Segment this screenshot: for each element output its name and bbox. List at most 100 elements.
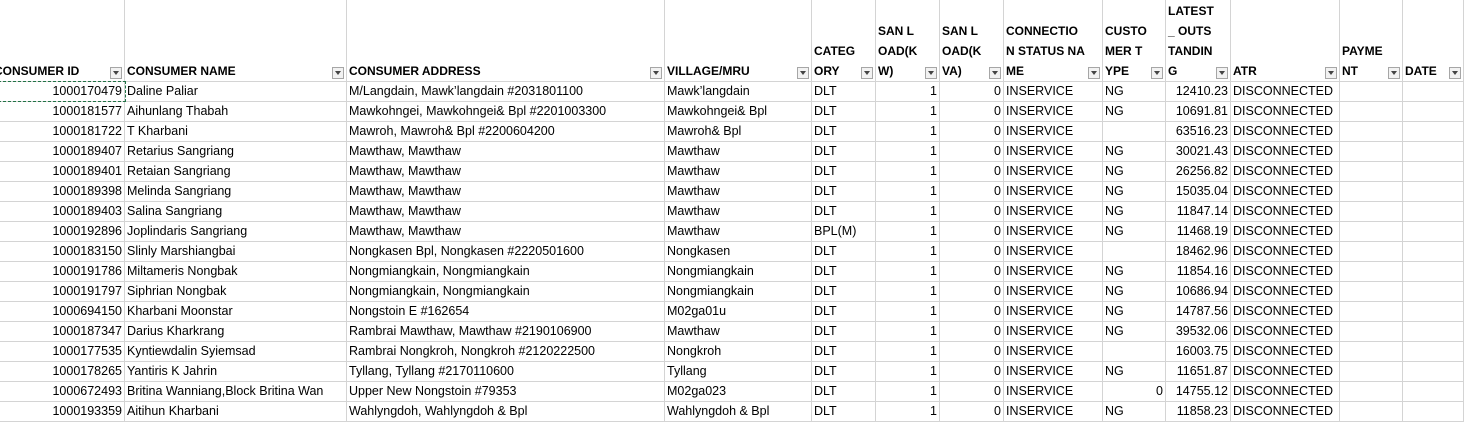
table-cell[interactable] <box>1340 182 1403 202</box>
table-cell[interactable]: DISCONNECTED <box>1231 382 1340 402</box>
table-cell[interactable]: 0 <box>940 262 1004 282</box>
table-cell[interactable]: Mawthaw, Mawthaw <box>347 222 665 242</box>
table-cell[interactable]: 1 <box>876 302 940 322</box>
table-cell[interactable]: DISCONNECTED <box>1231 202 1340 222</box>
table-cell[interactable]: Wahlyngdoh, Wahlyngdoh & Bpl <box>347 402 665 422</box>
table-cell[interactable]: Mawthaw, Mawthaw <box>347 142 665 162</box>
table-cell[interactable]: INSERVICE <box>1004 402 1103 422</box>
table-cell[interactable]: Slinly Marshiangbai <box>125 242 347 262</box>
table-cell[interactable]: BPL(M) <box>812 222 876 242</box>
table-cell[interactable]: 0 <box>940 202 1004 222</box>
table-cell[interactable]: 0 <box>940 242 1004 262</box>
table-cell[interactable]: Mawthaw, Mawthaw <box>347 182 665 202</box>
table-cell[interactable]: 1 <box>876 362 940 382</box>
table-cell[interactable]: 10686.94 <box>1166 282 1231 302</box>
table-cell[interactable]: 1 <box>876 162 940 182</box>
table-cell[interactable]: DISCONNECTED <box>1231 322 1340 342</box>
table-cell[interactable]: 11468.19 <box>1166 222 1231 242</box>
table-cell[interactable]: INSERVICE <box>1004 302 1103 322</box>
table-cell[interactable]: 12410.23 <box>1166 82 1231 102</box>
table-cell[interactable] <box>1340 122 1403 142</box>
table-cell[interactable]: INSERVICE <box>1004 202 1103 222</box>
table-cell[interactable] <box>1403 162 1464 182</box>
table-cell[interactable]: Daline Paliar <box>125 82 347 102</box>
table-cell[interactable]: 0 <box>940 342 1004 362</box>
table-cell[interactable]: 1 <box>876 242 940 262</box>
table-cell[interactable]: INSERVICE <box>1004 122 1103 142</box>
table-cell[interactable]: Mawthaw, Mawthaw <box>347 162 665 182</box>
table-cell[interactable]: 0 <box>940 282 1004 302</box>
filter-button[interactable] <box>861 67 873 79</box>
table-cell[interactable]: 0 <box>940 382 1004 402</box>
table-cell[interactable]: 0 <box>940 182 1004 202</box>
table-cell[interactable]: 0 <box>940 162 1004 182</box>
table-cell[interactable]: Mawthaw, Mawthaw <box>347 202 665 222</box>
filter-button[interactable] <box>1388 67 1400 79</box>
table-cell[interactable]: DISCONNECTED <box>1231 182 1340 202</box>
table-cell[interactable]: DLT <box>812 282 876 302</box>
filter-button[interactable] <box>110 67 122 79</box>
table-cell[interactable]: Kharbani Moonstar <box>125 302 347 322</box>
table-cell[interactable]: DISCONNECTED <box>1231 262 1340 282</box>
table-cell[interactable]: DLT <box>812 342 876 362</box>
filter-button[interactable] <box>925 67 937 79</box>
table-cell[interactable]: DISCONNECTED <box>1231 222 1340 242</box>
table-cell[interactable]: Miltameris Nongbak <box>125 262 347 282</box>
table-cell[interactable]: DLT <box>812 142 876 162</box>
table-cell[interactable] <box>1403 102 1464 122</box>
table-cell[interactable] <box>1340 342 1403 362</box>
table-cell[interactable]: DLT <box>812 402 876 422</box>
table-cell[interactable]: 1000189398 <box>0 182 125 202</box>
table-cell[interactable]: 0 <box>1103 382 1166 402</box>
table-cell[interactable]: 18462.96 <box>1166 242 1231 262</box>
table-cell[interactable] <box>1103 122 1166 142</box>
table-cell[interactable]: 26256.82 <box>1166 162 1231 182</box>
table-cell[interactable] <box>1340 162 1403 182</box>
table-cell[interactable]: INSERVICE <box>1004 362 1103 382</box>
table-cell[interactable]: Rambrai Nongkroh, Nongkroh #2120222500 <box>347 342 665 362</box>
table-cell[interactable]: 1000694150 <box>0 302 125 322</box>
filter-button[interactable] <box>1325 67 1337 79</box>
table-cell[interactable]: Nongstoin E #162654 <box>347 302 665 322</box>
table-cell[interactable] <box>1340 362 1403 382</box>
table-cell[interactable]: 16003.75 <box>1166 342 1231 362</box>
table-cell[interactable]: 1000191797 <box>0 282 125 302</box>
table-cell[interactable]: INSERVICE <box>1004 222 1103 242</box>
table-cell[interactable] <box>1103 242 1166 262</box>
table-cell[interactable]: 1000187347 <box>0 322 125 342</box>
table-cell[interactable] <box>1340 242 1403 262</box>
table-cell[interactable] <box>1403 382 1464 402</box>
table-cell[interactable] <box>1340 202 1403 222</box>
table-cell[interactable] <box>1403 242 1464 262</box>
table-cell[interactable]: DISCONNECTED <box>1231 302 1340 322</box>
table-cell[interactable] <box>1340 302 1403 322</box>
filter-button[interactable] <box>797 67 809 79</box>
table-cell[interactable] <box>1340 262 1403 282</box>
table-cell[interactable]: Aitihun Kharbani <box>125 402 347 422</box>
table-cell[interactable] <box>1403 362 1464 382</box>
table-cell[interactable]: DISCONNECTED <box>1231 142 1340 162</box>
table-cell[interactable] <box>1340 222 1403 242</box>
table-cell[interactable]: DISCONNECTED <box>1231 102 1340 122</box>
table-cell[interactable]: NG <box>1103 322 1166 342</box>
filter-button[interactable] <box>1088 67 1100 79</box>
table-cell[interactable]: Mawroh, Mawroh& Bpl #2200604200 <box>347 122 665 142</box>
table-cell[interactable]: DLT <box>812 122 876 142</box>
table-cell[interactable]: NG <box>1103 162 1166 182</box>
table-cell[interactable]: 0 <box>940 122 1004 142</box>
table-cell[interactable]: 1000191786 <box>0 262 125 282</box>
table-cell[interactable]: Darius Kharkrang <box>125 322 347 342</box>
table-cell[interactable]: 39532.06 <box>1166 322 1231 342</box>
table-cell[interactable]: 0 <box>940 142 1004 162</box>
table-cell[interactable]: 0 <box>940 322 1004 342</box>
table-cell[interactable]: NG <box>1103 402 1166 422</box>
table-cell[interactable]: 1000178265 <box>0 362 125 382</box>
table-cell[interactable]: INSERVICE <box>1004 322 1103 342</box>
table-cell[interactable]: Nongmiangkain, Nongmiangkain <box>347 262 665 282</box>
table-cell[interactable]: Upper New Nongstoin #79353 <box>347 382 665 402</box>
table-cell[interactable]: 1 <box>876 182 940 202</box>
table-cell[interactable]: DLT <box>812 262 876 282</box>
table-cell[interactable]: 11651.87 <box>1166 362 1231 382</box>
table-cell[interactable]: Nongkroh <box>665 342 812 362</box>
table-cell[interactable]: 0 <box>940 302 1004 322</box>
